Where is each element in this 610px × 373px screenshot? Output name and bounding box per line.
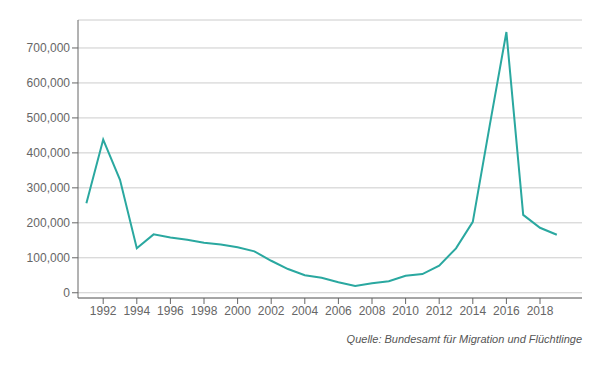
- svg-text:1992: 1992: [90, 304, 117, 318]
- svg-text:100,000: 100,000: [27, 251, 71, 265]
- svg-text:2012: 2012: [426, 304, 453, 318]
- svg-text:300,000: 300,000: [27, 181, 71, 195]
- svg-text:2010: 2010: [392, 304, 419, 318]
- svg-text:400,000: 400,000: [27, 146, 71, 160]
- svg-text:600,000: 600,000: [27, 76, 71, 90]
- svg-text:500,000: 500,000: [27, 111, 71, 125]
- svg-text:200,000: 200,000: [27, 216, 71, 230]
- svg-text:2000: 2000: [224, 304, 251, 318]
- svg-text:1996: 1996: [157, 304, 184, 318]
- svg-text:700,000: 700,000: [27, 41, 71, 55]
- svg-text:1994: 1994: [123, 304, 150, 318]
- svg-text:1998: 1998: [191, 304, 218, 318]
- svg-text:2006: 2006: [325, 304, 352, 318]
- svg-text:2018: 2018: [527, 304, 554, 318]
- svg-text:2014: 2014: [459, 304, 486, 318]
- svg-text:2002: 2002: [258, 304, 285, 318]
- html-text:Quelle: Bundesamt für Migratio: Quelle: Bundesamt für Migration und Flüc…: [346, 333, 582, 345]
- svg-text:0: 0: [63, 286, 70, 300]
- svg-text:2004: 2004: [291, 304, 318, 318]
- svg-text:2008: 2008: [359, 304, 386, 318]
- svg-text:2016: 2016: [493, 304, 520, 318]
